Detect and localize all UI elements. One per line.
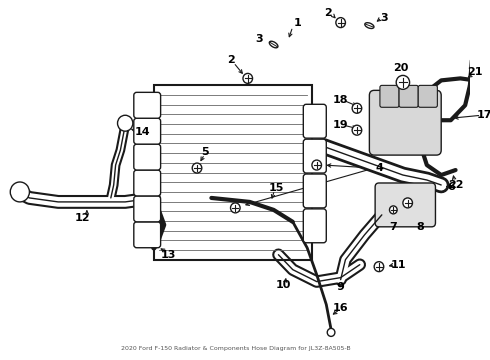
Circle shape (403, 198, 413, 208)
FancyBboxPatch shape (369, 90, 441, 155)
FancyBboxPatch shape (134, 144, 161, 170)
Text: 8: 8 (416, 222, 424, 232)
FancyBboxPatch shape (399, 85, 418, 107)
Circle shape (336, 18, 345, 28)
Text: 15: 15 (269, 183, 284, 193)
FancyBboxPatch shape (303, 174, 326, 208)
FancyBboxPatch shape (134, 196, 161, 222)
FancyBboxPatch shape (303, 209, 326, 243)
Circle shape (374, 262, 384, 272)
Text: 19: 19 (333, 120, 348, 130)
Circle shape (390, 206, 397, 214)
Circle shape (352, 125, 362, 135)
Circle shape (312, 160, 321, 170)
Text: 21: 21 (467, 67, 483, 77)
Text: 11: 11 (391, 260, 406, 270)
Text: 7: 7 (390, 222, 397, 232)
Ellipse shape (270, 41, 278, 48)
FancyBboxPatch shape (134, 92, 161, 118)
Circle shape (327, 328, 335, 336)
Text: 6: 6 (447, 182, 455, 192)
Circle shape (352, 103, 362, 113)
FancyBboxPatch shape (134, 118, 161, 144)
Text: 2: 2 (324, 8, 332, 18)
Text: 22: 22 (448, 180, 464, 190)
Text: 2: 2 (227, 55, 234, 66)
Circle shape (10, 182, 29, 202)
Circle shape (118, 115, 133, 131)
Text: 16: 16 (333, 302, 348, 312)
FancyBboxPatch shape (303, 104, 326, 138)
Circle shape (396, 75, 410, 89)
Text: 18: 18 (333, 95, 348, 105)
FancyBboxPatch shape (134, 222, 161, 248)
FancyBboxPatch shape (380, 85, 399, 107)
Text: 17: 17 (477, 110, 490, 120)
FancyBboxPatch shape (303, 139, 326, 173)
Text: 1: 1 (294, 18, 301, 28)
Text: 13: 13 (161, 250, 176, 260)
Bar (154, 85, 312, 260)
FancyBboxPatch shape (134, 170, 161, 196)
Circle shape (192, 163, 202, 173)
Text: 3: 3 (380, 13, 388, 23)
Ellipse shape (365, 23, 374, 28)
Text: 2020 Ford F-150 Radiator & Components Hose Diagram for JL3Z-8A505-B: 2020 Ford F-150 Radiator & Components Ho… (121, 346, 350, 351)
Text: 10: 10 (275, 280, 291, 289)
Text: 20: 20 (393, 63, 409, 73)
Text: 9: 9 (337, 282, 344, 292)
Text: 3: 3 (255, 33, 263, 44)
Text: 5: 5 (201, 147, 208, 157)
FancyBboxPatch shape (375, 183, 436, 227)
FancyBboxPatch shape (418, 85, 438, 107)
Circle shape (230, 203, 240, 213)
Circle shape (243, 73, 252, 84)
Text: 14: 14 (135, 127, 150, 137)
Text: 12: 12 (74, 213, 90, 223)
Text: 4: 4 (375, 163, 383, 173)
